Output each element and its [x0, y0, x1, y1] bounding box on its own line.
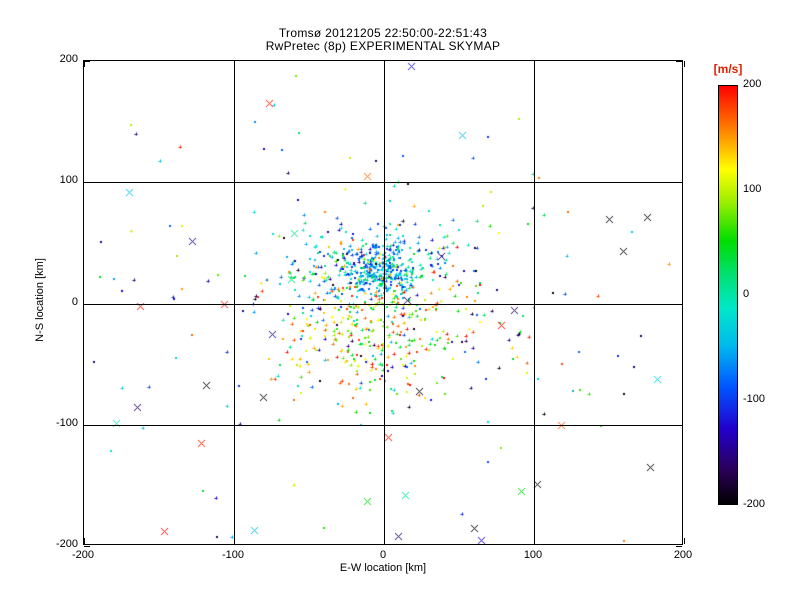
tick-mark: [684, 538, 685, 544]
gridline-vertical: [384, 61, 385, 544]
gridline-vertical: [534, 61, 535, 544]
tick-mark: [84, 424, 90, 426]
y-tick-label: -200: [55, 538, 78, 550]
x-tick-label: 200: [673, 549, 693, 561]
x-tick-label: 0: [379, 549, 387, 561]
gridline-horizontal: [84, 424, 682, 426]
tick-mark: [676, 303, 682, 305]
tick-mark: [84, 303, 90, 305]
x-axis-title: E-W location [km]: [339, 562, 427, 574]
tick-mark: [534, 61, 535, 67]
tick-mark: [384, 61, 385, 67]
gridline-horizontal: [84, 182, 682, 184]
plot-title: Tromsø 20121205 22:50:00-22:51:43: [278, 26, 488, 40]
colorbar-tick-label: 100: [743, 183, 762, 195]
colorbar-tick-label: 0: [743, 288, 750, 300]
tick-mark: [84, 538, 85, 544]
tick-mark: [84, 61, 90, 62]
colorbar-tick-label: 200: [743, 78, 762, 90]
x-tick-label: -200: [71, 549, 95, 561]
tick-mark: [84, 61, 85, 67]
y-tick-label: -100: [55, 416, 78, 429]
plot-subtitle: RwPretec (8p) EXPERIMENTAL SKYMAP: [265, 39, 501, 53]
tick-mark: [384, 538, 385, 544]
tick-mark: [534, 538, 535, 544]
tick-mark: [84, 182, 90, 184]
x-tick-label: -100: [221, 549, 245, 561]
colorbar-units-label: [m/s]: [713, 62, 743, 76]
y-tick-label: 0: [71, 295, 78, 308]
colorbar-gradient: [718, 85, 738, 505]
x-tick-label: 100: [523, 549, 543, 561]
tick-mark: [676, 61, 682, 62]
tick-mark: [234, 538, 235, 544]
gridline-horizontal: [84, 303, 682, 305]
tick-mark: [676, 424, 682, 426]
tick-mark: [684, 61, 685, 67]
gridline-vertical: [234, 61, 235, 544]
tick-mark: [234, 61, 235, 67]
tick-mark: [84, 546, 90, 547]
tick-mark: [676, 546, 682, 547]
y-tick-label: 200: [59, 53, 78, 65]
tick-mark: [676, 182, 682, 184]
y-tick-label: 100: [59, 174, 78, 187]
plot-area: [83, 60, 685, 547]
colorbar-tick-label: -200: [743, 498, 766, 510]
colorbar-tick-label: -100: [743, 393, 766, 405]
